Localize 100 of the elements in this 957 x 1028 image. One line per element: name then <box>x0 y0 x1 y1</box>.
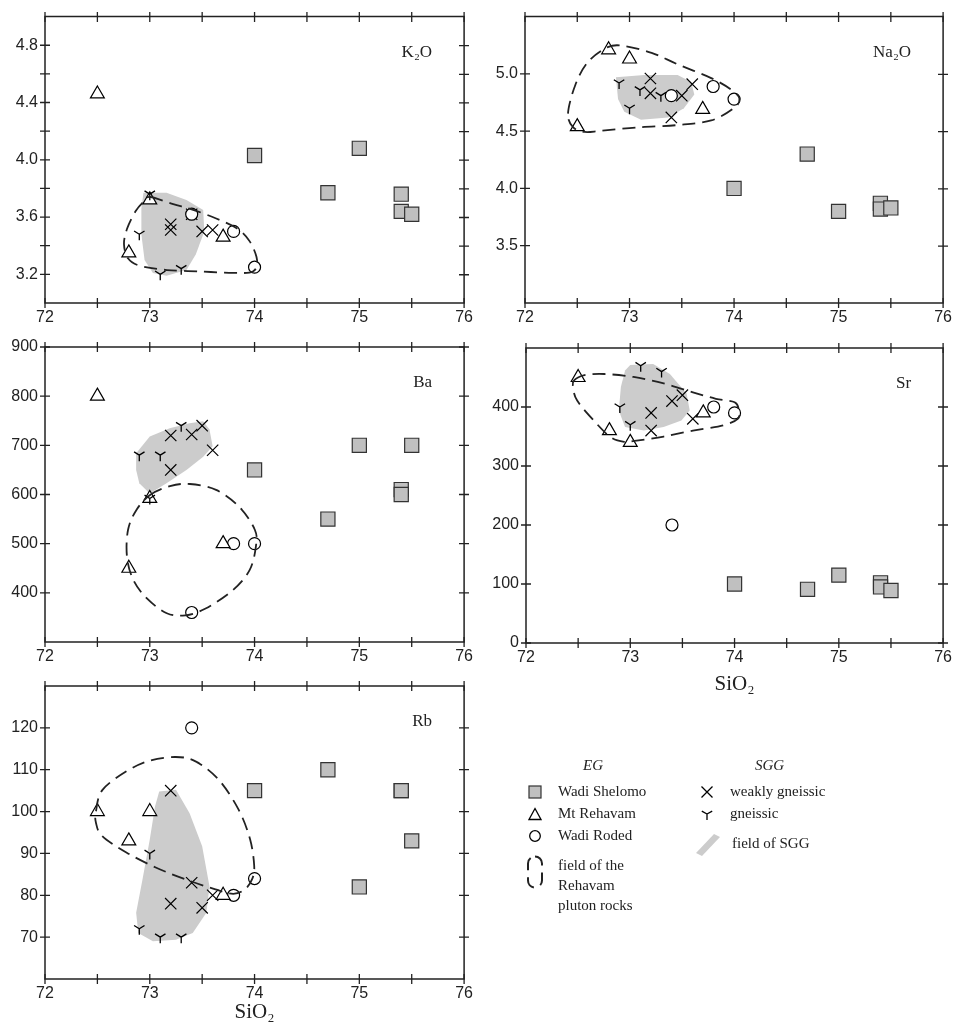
y-tick-label: 3.5 <box>495 236 519 254</box>
y-tick-label: 600 <box>11 484 39 502</box>
point <box>404 206 420 222</box>
x-tick-label: 75 <box>350 647 369 665</box>
point <box>830 203 847 220</box>
point <box>89 85 105 99</box>
legend-label: Wadi Shelomo <box>558 782 647 801</box>
point <box>247 260 262 274</box>
x-tick-label: 74 <box>245 308 264 326</box>
legend-label: Mt Rehavam <box>558 804 636 823</box>
point <box>320 185 336 201</box>
point <box>175 933 188 944</box>
point <box>351 879 367 895</box>
y-tick-label: 4.4 <box>15 92 39 110</box>
point <box>726 576 743 592</box>
point <box>686 412 700 426</box>
y-tick-label: 4.0 <box>495 178 519 196</box>
x-tick-label: 75 <box>829 308 848 326</box>
x-tick-label: 73 <box>140 984 159 1002</box>
y-tick-label: 120 <box>11 718 39 736</box>
point <box>664 89 678 103</box>
point <box>164 897 177 910</box>
point <box>175 264 188 276</box>
legend-label: Wadi Roded <box>558 826 633 845</box>
x-tick-label: 76 <box>455 647 474 665</box>
point <box>206 223 219 237</box>
point <box>164 429 177 442</box>
point <box>195 901 209 915</box>
point <box>185 876 198 889</box>
point <box>121 832 137 846</box>
y-tick-label: 3.2 <box>15 264 39 282</box>
text: SGG <box>754 756 786 775</box>
point <box>726 180 742 197</box>
point <box>393 486 409 503</box>
point <box>320 511 336 527</box>
point <box>831 567 847 583</box>
point <box>195 419 209 432</box>
text: Na₂O <box>873 41 912 61</box>
x-tick-label: 72 <box>517 648 535 666</box>
x-tick-label: 74 <box>725 648 744 666</box>
y-tick-label: 500 <box>11 534 39 552</box>
y-tick-label: 4.0 <box>15 150 39 168</box>
point <box>601 422 617 436</box>
point <box>883 582 899 599</box>
point <box>644 424 658 437</box>
y-tick-label: 3.6 <box>15 207 39 225</box>
point <box>206 889 219 902</box>
x-tick-label: 73 <box>140 647 159 665</box>
point <box>685 77 699 91</box>
y-tick-label: 700 <box>11 435 39 453</box>
point <box>154 933 167 944</box>
text: Rb <box>412 711 433 730</box>
y-tick-label: 4.8 <box>15 35 39 53</box>
point <box>320 762 336 778</box>
y-tick-label: 400 <box>11 583 39 601</box>
x-tick-label: 73 <box>140 308 159 326</box>
y-tick-label: 70 <box>20 927 39 945</box>
point <box>142 802 158 817</box>
x-tick-label: 72 <box>36 647 54 665</box>
y-tick-label: 900 <box>11 337 39 355</box>
y-tick-label: 5.0 <box>495 64 519 82</box>
point <box>675 89 689 102</box>
x-tick-label: 76 <box>934 648 953 666</box>
point <box>655 367 668 379</box>
point <box>133 924 146 936</box>
point <box>644 406 658 420</box>
point <box>133 230 146 241</box>
point <box>185 428 198 441</box>
text: Ba <box>413 372 433 391</box>
y-tick-label: 100 <box>11 801 39 819</box>
x-axis-title: SiO₂ <box>714 670 755 695</box>
text: field of the Rehavam pluton rocks <box>558 856 634 915</box>
point <box>655 91 667 103</box>
point <box>164 217 177 231</box>
x-tick-label: 76 <box>934 308 953 326</box>
point <box>154 270 167 282</box>
point <box>143 494 156 506</box>
text: K₂O <box>401 41 433 61</box>
x-tick-label: 74 <box>725 308 744 326</box>
point <box>351 437 367 453</box>
x-tick-label: 74 <box>245 647 264 665</box>
y-tick-label: 80 <box>20 885 39 903</box>
y-tick-label: 300 <box>492 456 520 474</box>
point <box>143 849 156 861</box>
legend-label: gneissic <box>730 804 779 823</box>
point <box>404 833 420 849</box>
point <box>143 190 156 201</box>
text: Sr <box>895 373 912 392</box>
y-tick-label: 400 <box>492 397 520 415</box>
point <box>206 443 219 457</box>
x-tick-label: 72 <box>516 308 534 326</box>
y-tick-label: 0 <box>510 633 520 651</box>
x-tick-label: 73 <box>620 308 639 326</box>
point <box>164 463 177 477</box>
x-tick-label: 75 <box>829 648 848 666</box>
point <box>246 782 263 799</box>
point <box>215 535 231 549</box>
point <box>246 462 263 478</box>
point <box>195 225 209 238</box>
y-tick-label: 110 <box>12 760 39 778</box>
